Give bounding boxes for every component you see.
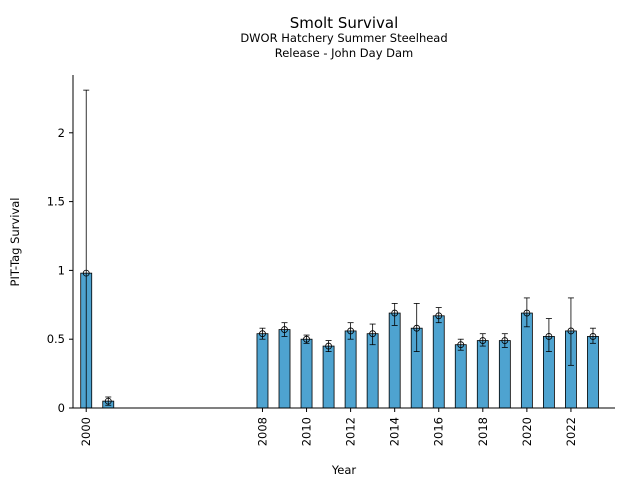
point-marker-2022 xyxy=(567,327,575,335)
point-marker-2010 xyxy=(303,335,310,343)
y-tick-label: 1.5 xyxy=(47,195,65,209)
bar-group-2012 xyxy=(344,322,357,409)
bar-group-2022 xyxy=(565,297,577,409)
bar-group-2000 xyxy=(80,89,93,409)
bar-group-2001 xyxy=(102,396,115,409)
bar-group-2020 xyxy=(520,297,533,409)
y-axis-label: PIT-Tag Survival xyxy=(8,198,22,287)
bar-group-2010 xyxy=(300,334,313,409)
bar-group-2023 xyxy=(587,327,599,409)
point-marker-2015 xyxy=(413,324,421,332)
point-marker-2013 xyxy=(369,330,377,338)
bar-group-2013 xyxy=(366,323,379,409)
bar-2009 xyxy=(278,329,291,409)
bar-group-2018 xyxy=(476,333,489,409)
bar-group-2009 xyxy=(278,322,291,409)
plot-area xyxy=(80,89,599,409)
point-marker-2017 xyxy=(457,341,465,349)
point-marker-2019 xyxy=(501,337,509,344)
bar-2014 xyxy=(388,312,401,409)
bar-2020 xyxy=(520,312,533,409)
x-tick-label: 2010 xyxy=(300,417,314,446)
bar-2016 xyxy=(432,315,445,409)
bar-group-2021 xyxy=(542,318,555,409)
x-axis-ticks: 2000 2008 2010 2012 2014 2016 2018 2020 2022 xyxy=(79,408,578,446)
x-tick-label: 2020 xyxy=(520,417,534,446)
x-tick-label: 2022 xyxy=(564,417,578,446)
y-tick-label: 0.5 xyxy=(47,332,65,346)
bar-2019 xyxy=(498,340,511,409)
x-tick-label: 2000 xyxy=(79,417,93,446)
chart-subtitle-line-1: DWOR Hatchery Summer Steelhead xyxy=(240,31,447,45)
chart-title: Smolt Survival xyxy=(290,14,399,32)
bar-2017 xyxy=(454,344,467,409)
bar-2008 xyxy=(256,333,269,409)
bar-group-2008 xyxy=(256,327,269,409)
chart-subtitle-line-2: Release - John Day Dam xyxy=(275,46,414,60)
bar-2018 xyxy=(476,340,489,409)
bar-2012 xyxy=(344,330,357,409)
point-marker-2011 xyxy=(325,342,332,350)
y-axis-ticks: 0 0.5 1 1.5 2 xyxy=(47,126,73,415)
x-axis-label: Year xyxy=(331,463,357,477)
bar-group-2014 xyxy=(388,303,401,409)
point-marker-2018 xyxy=(479,337,487,344)
bar-2023 xyxy=(587,336,599,409)
x-tick-label: 2018 xyxy=(476,417,490,446)
bar-2011 xyxy=(322,345,335,409)
bar-2010 xyxy=(300,338,313,409)
y-tick-label: 2 xyxy=(58,126,65,140)
point-marker-2012 xyxy=(347,327,355,335)
point-marker-2014 xyxy=(391,309,399,317)
bar-group-2011 xyxy=(322,340,335,409)
x-tick-label: 2012 xyxy=(344,417,358,446)
point-marker-2009 xyxy=(281,326,288,333)
x-tick-label: 2008 xyxy=(255,417,269,446)
point-marker-2008 xyxy=(259,330,266,338)
y-tick-label: 0 xyxy=(58,401,65,415)
point-marker-2021 xyxy=(545,333,553,340)
point-marker-2001 xyxy=(104,397,112,405)
y-tick-label: 1 xyxy=(58,263,65,277)
bar-group-2016 xyxy=(432,307,445,409)
x-tick-label: 2016 xyxy=(432,417,446,446)
x-tick-label: 2014 xyxy=(388,417,402,446)
bar-group-2019 xyxy=(498,333,511,409)
point-marker-2000 xyxy=(82,269,90,277)
bar-group-2015 xyxy=(410,303,423,409)
point-marker-2020 xyxy=(523,309,531,317)
point-marker-2023 xyxy=(589,333,597,340)
point-marker-2016 xyxy=(435,312,443,320)
bar-group-2017 xyxy=(454,338,467,409)
